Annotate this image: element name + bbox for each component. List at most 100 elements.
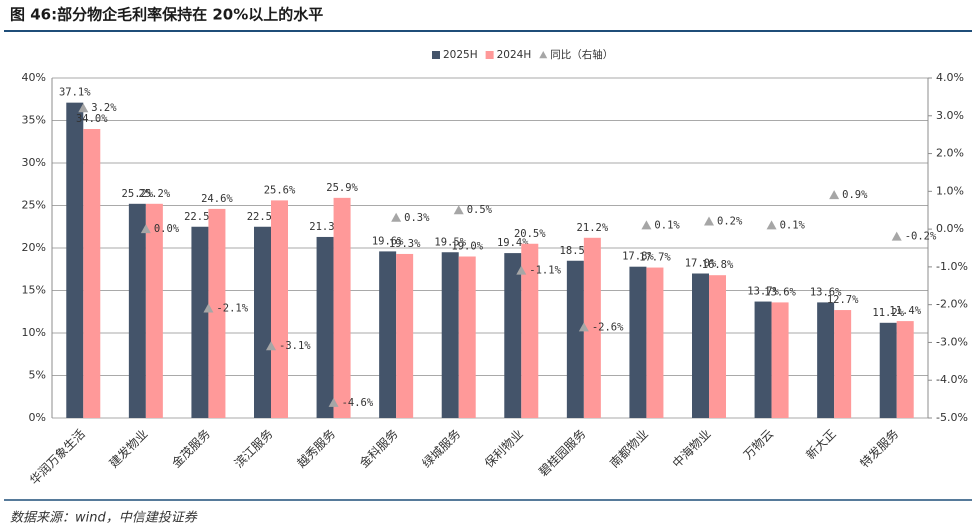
x-tick-label: 中海物业 [669,426,714,471]
marker [766,220,777,230]
y2-tick-label: 4.0% [936,71,964,84]
marker [453,205,464,215]
bar [896,321,914,418]
value-label: 17.0% [685,258,717,270]
legend-label: 2025H [443,49,478,61]
value-label: 17.8% [622,251,654,263]
value-label: 16.8% [702,259,734,271]
legend-marker [539,51,548,59]
y2-tick-label: 2.0% [936,147,964,160]
y-tick-label: 0% [29,411,46,424]
bar [379,251,397,418]
value-label: 25.2% [122,188,154,200]
bar [646,267,664,418]
value-label: 0.0% [154,223,180,235]
value-label: 13.6% [764,286,796,298]
x-tick-label: 金茂服务 [168,426,213,471]
value-label: -0.2% [905,231,937,243]
y-tick-label: 15% [22,284,46,297]
value-label: 20.5% [514,228,546,240]
bar [504,253,522,418]
value-label: 19.6% [372,235,404,247]
y2-tick-label: -3.0% [936,335,968,348]
x-tick-label: 金科服务 [356,426,401,471]
marker [391,212,402,222]
value-label: 24.6% [201,193,233,205]
bar [208,208,226,418]
value-label: 21.2% [577,222,609,234]
marker [328,397,339,407]
value-label: 11.2% [872,307,904,319]
bar [709,275,726,418]
marker [140,224,151,234]
marker [516,265,527,275]
x-tick-label: 特发服务 [857,426,902,471]
bar [83,129,101,418]
value-label: 19.4% [497,237,529,249]
bar [441,252,459,418]
y2-tick-label: 3.0% [936,109,964,122]
x-tick-label: 越秀服务 [294,426,339,471]
y2-tick-label: -2.0% [936,298,968,311]
marker [891,231,902,241]
value-label: 11.4% [889,305,921,317]
marker [78,103,89,113]
marker [641,220,652,230]
value-label: 37.1% [59,87,91,99]
y-tick-label: 30% [22,156,46,169]
bar [817,302,835,418]
x-tick-label: 保利物业 [482,427,526,471]
bar [879,322,897,418]
y-tick-label: 35% [22,114,46,127]
y-tick-label: 20% [22,241,46,254]
x-tick-label: 建发物业 [106,426,151,471]
bar [145,203,163,418]
x-tick-label: 绿城服务 [419,426,464,471]
x-tick-label: 滨江服务 [231,426,276,471]
value-label: 22.5% [184,211,216,223]
value-label: 0.3% [404,212,430,224]
x-tick-label: 新大正 [803,426,839,462]
x-tick-label: 华润万象生活 [27,427,88,488]
value-label: 25.9% [326,182,358,194]
legend-marker [485,51,494,59]
bar [66,102,84,419]
marker [704,216,714,226]
value-label: 0.5% [467,204,493,216]
bar [629,266,647,418]
legend-marker [432,51,440,59]
value-label: 19.0% [451,241,483,253]
bar [271,200,288,418]
value-label: 18.5% [560,245,592,257]
marker [266,341,276,351]
value-label: -1.1% [529,265,561,277]
bar [692,273,709,418]
marker [578,322,589,332]
bar [128,203,146,418]
y-tick-label: 25% [22,199,46,212]
legend-label: 2024H [497,49,532,61]
y-tick-label: 5% [29,369,46,382]
y-tick-label: 10% [22,326,46,339]
bar [458,256,476,418]
value-label: -3.1% [279,340,311,352]
x-tick-label: 万物云 [741,427,776,462]
value-label: -4.6% [342,397,374,409]
bar [771,302,789,418]
marker [203,303,214,313]
value-label: 19.3% [389,238,421,250]
x-tick-label: 碧桂园服务 [535,426,588,479]
bar [754,301,772,418]
value-label: 17.7% [639,252,671,264]
value-label: -2.6% [592,321,624,333]
value-label: 0.2% [717,216,743,228]
value-label: 25.2% [139,188,171,200]
value-label: 0.1% [654,219,680,231]
value-label: 21.3% [309,221,341,233]
y2-tick-label: -4.0% [936,373,968,386]
x-tick-label: 南都物业 [606,426,651,471]
bar [583,237,601,418]
value-label: 0.9% [842,189,868,201]
bar [333,197,351,418]
